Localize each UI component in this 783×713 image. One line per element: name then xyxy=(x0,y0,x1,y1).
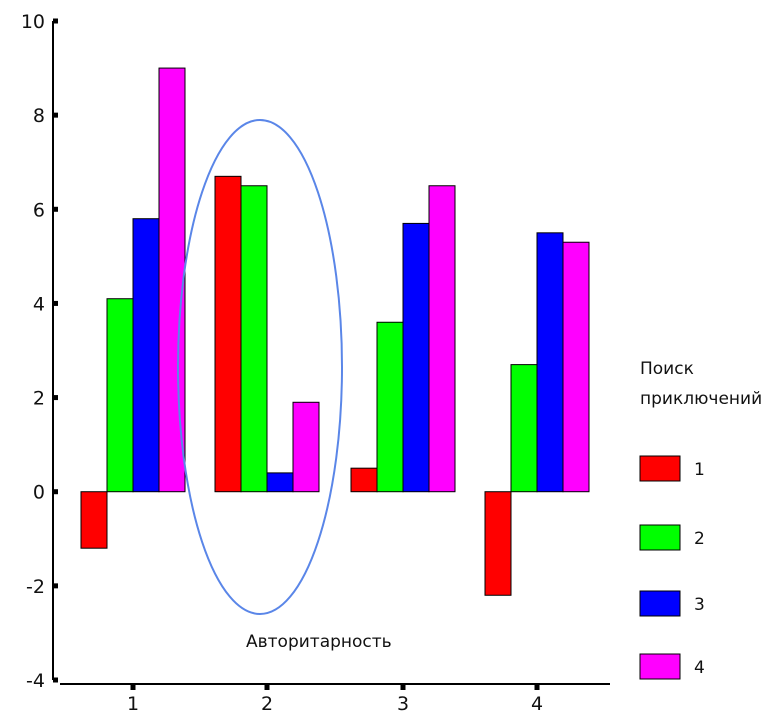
y-tick-label: 2 xyxy=(33,388,45,410)
x-axis: 1 2 3 4 xyxy=(60,683,610,713)
y-tick-mark xyxy=(53,18,58,24)
y-axis: -4 -2 0 2 4 6 8 10 xyxy=(21,11,58,692)
y-tick-mark xyxy=(53,489,58,495)
bar-series-4-cat-3 xyxy=(428,185,456,493)
x-tick-mark xyxy=(534,684,540,690)
highlight-ellipse xyxy=(177,119,343,615)
bar-series-2-cat-2 xyxy=(240,185,268,493)
legend-swatch-2 xyxy=(639,524,681,551)
y-tick-label: -4 xyxy=(26,670,45,692)
legend-items: 1 2 3 4 xyxy=(639,455,705,680)
y-tick-label: 4 xyxy=(33,293,45,315)
y-tick-label: 10 xyxy=(21,11,45,33)
bar-series-1-cat-1 xyxy=(80,491,108,549)
legend: Поиск приключений 1 2 3 4 xyxy=(639,359,762,680)
bars xyxy=(80,67,590,596)
bar-series-3-cat-2 xyxy=(266,472,294,493)
legend-label-4: 4 xyxy=(694,658,705,678)
bar-series-4-cat-2 xyxy=(292,401,320,493)
bar-series-3-cat-4 xyxy=(536,232,564,493)
y-tick-label: 8 xyxy=(33,105,45,127)
x-tick-label: 4 xyxy=(531,693,543,713)
x-tick-label: 3 xyxy=(397,693,409,713)
x-tick-mark xyxy=(400,684,406,690)
legend-swatch-4 xyxy=(639,653,681,680)
bar-series-1-cat-2 xyxy=(214,175,242,493)
legend-title-line1: Поиск xyxy=(640,359,694,379)
y-tick-label: -2 xyxy=(26,576,45,598)
y-tick-label: 6 xyxy=(33,199,45,221)
bar-series-2-cat-1 xyxy=(106,298,134,493)
x-tick-label: 2 xyxy=(261,693,273,713)
y-tick-mark xyxy=(53,583,58,589)
y-tick-mark xyxy=(53,677,58,683)
bar-series-4-cat-4 xyxy=(562,241,590,493)
y-tick-mark xyxy=(53,300,58,306)
y-tick-mark xyxy=(53,112,58,118)
bar-series-1-cat-3 xyxy=(350,467,378,493)
legend-label-1: 1 xyxy=(694,460,705,480)
bar-series-2-cat-4 xyxy=(510,364,538,493)
bar-series-3-cat-3 xyxy=(402,222,430,493)
y-tick-mark xyxy=(53,206,58,212)
y-tick-label: 0 xyxy=(33,482,45,504)
legend-swatch-3 xyxy=(639,590,681,617)
legend-swatch-1 xyxy=(639,455,681,482)
x-tick-mark xyxy=(264,684,270,690)
bar-series-3-cat-1 xyxy=(132,218,160,493)
x-tick-label: 1 xyxy=(127,693,139,713)
bar-series-1-cat-4 xyxy=(484,491,512,596)
legend-label-2: 2 xyxy=(694,529,705,549)
bar-series-2-cat-3 xyxy=(376,321,404,493)
annotation-label: Авторитарность xyxy=(246,632,392,652)
legend-title-line2: приключений xyxy=(640,389,762,409)
x-tick-mark xyxy=(130,684,136,690)
legend-label-3: 3 xyxy=(694,595,705,615)
y-tick-mark xyxy=(53,395,58,401)
